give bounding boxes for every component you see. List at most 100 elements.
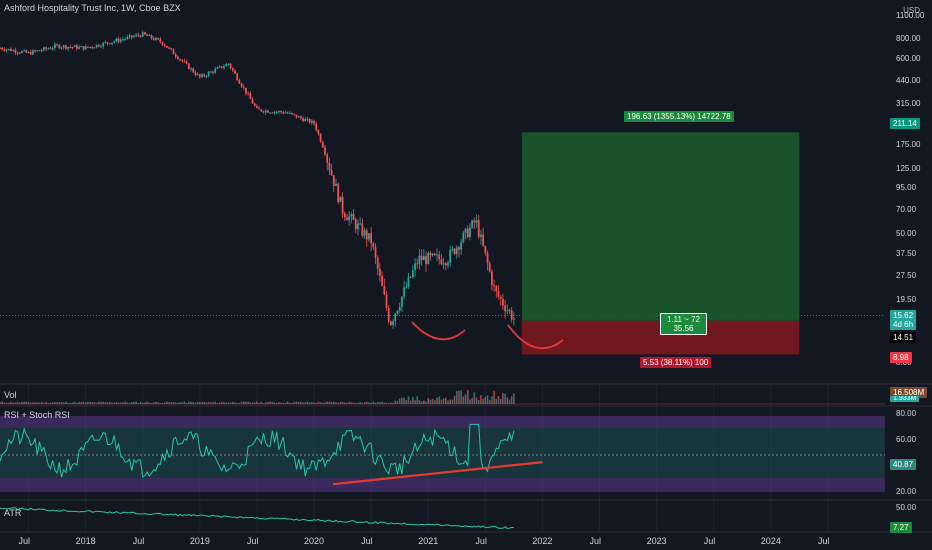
candle-body bbox=[306, 118, 309, 120]
candle-body bbox=[172, 49, 175, 55]
rsi-pane bbox=[0, 423, 543, 486]
candle-body bbox=[100, 46, 102, 48]
candle-body bbox=[258, 108, 261, 110]
rsi-pane-label[interactable]: RSI + Stoch RSI bbox=[4, 410, 70, 420]
rr-qty: 35.56 bbox=[673, 324, 694, 333]
volume-bar bbox=[260, 401, 263, 404]
candle-body bbox=[207, 72, 210, 76]
symbol-title[interactable]: Ashford Hospitality Trust Inc, 1W, Cboe … bbox=[4, 3, 181, 13]
candle-body bbox=[236, 73, 239, 81]
volume-bar bbox=[339, 401, 342, 404]
volume-bar bbox=[152, 402, 155, 404]
stop-label[interactable]: 5.53 (38.11%) 100 bbox=[640, 357, 712, 368]
volume-bar bbox=[381, 401, 383, 404]
candle-body bbox=[409, 276, 412, 278]
volume-bar bbox=[163, 402, 166, 404]
volume-bar bbox=[427, 398, 430, 404]
volume-bar bbox=[486, 395, 489, 404]
currency-label: USD bbox=[903, 6, 920, 15]
candle-body bbox=[95, 44, 98, 48]
candle-body bbox=[295, 114, 298, 118]
candle-body bbox=[400, 296, 403, 308]
volume-bar bbox=[89, 401, 91, 404]
rsi-tick-label: 80.00 bbox=[896, 409, 917, 418]
volume-bar bbox=[234, 402, 236, 404]
volume-bar bbox=[119, 402, 122, 404]
candle-body bbox=[139, 35, 142, 37]
volume-bar bbox=[293, 402, 296, 404]
volume-bar bbox=[357, 402, 359, 404]
volume-bar bbox=[196, 401, 199, 404]
volume-bar bbox=[466, 390, 469, 404]
candle-body bbox=[216, 67, 219, 69]
volume-bar bbox=[317, 401, 320, 404]
target-label[interactable]: 196.63 (1355.13%) 14722.78 bbox=[624, 111, 734, 122]
candle-body bbox=[277, 111, 280, 113]
volume-bar bbox=[135, 401, 137, 404]
volume-bar bbox=[25, 401, 28, 404]
volume-bar bbox=[449, 399, 451, 404]
volume-bar bbox=[256, 401, 258, 404]
candle-body bbox=[185, 61, 188, 64]
volume-bar bbox=[205, 402, 208, 404]
candle-body bbox=[58, 44, 61, 49]
candle-body bbox=[1, 47, 4, 50]
volume-bar bbox=[161, 402, 164, 404]
candle-body bbox=[64, 45, 67, 49]
volume-bar bbox=[14, 402, 17, 404]
volume-bar bbox=[240, 401, 243, 404]
volume-bar bbox=[170, 401, 173, 404]
volume-bar bbox=[453, 396, 456, 404]
candle-body bbox=[198, 74, 201, 78]
volume-bar bbox=[148, 402, 151, 404]
candle-body bbox=[372, 243, 375, 248]
volume-bar bbox=[5, 402, 8, 404]
candle-body bbox=[108, 43, 111, 45]
atr-pane-label[interactable]: ATR bbox=[4, 508, 22, 518]
volume-bar bbox=[242, 401, 245, 404]
volume-bar bbox=[335, 402, 337, 404]
long-position-tool bbox=[521, 132, 800, 355]
candle-body bbox=[225, 64, 228, 67]
candle-body bbox=[286, 112, 289, 114]
candle-body bbox=[62, 45, 65, 48]
candle-body bbox=[45, 47, 48, 49]
candle-body bbox=[458, 247, 460, 250]
volume-bar bbox=[144, 402, 146, 404]
candle-body bbox=[196, 74, 199, 76]
volume-bar bbox=[295, 401, 298, 404]
candle-body bbox=[238, 80, 241, 84]
rr-ratio: 1.11 ~ 72 bbox=[667, 315, 700, 324]
candle-body bbox=[10, 48, 12, 52]
candle-body bbox=[152, 38, 155, 40]
volume-bar bbox=[475, 397, 478, 404]
volume-bar bbox=[190, 401, 192, 404]
volume-bar bbox=[199, 402, 201, 404]
volume-bar bbox=[225, 402, 227, 404]
candle-body bbox=[240, 83, 243, 87]
candle-body bbox=[181, 59, 184, 62]
candle-body bbox=[38, 50, 41, 52]
candle-body bbox=[203, 74, 206, 77]
candle-body bbox=[82, 46, 85, 50]
risk-reward-label[interactable]: 1.11 ~ 72 35.56 bbox=[660, 313, 707, 335]
candle-body bbox=[14, 50, 17, 53]
candle-body bbox=[12, 50, 15, 52]
volume-bar bbox=[166, 401, 168, 404]
candle-body bbox=[449, 249, 452, 263]
candle-body bbox=[56, 44, 58, 46]
time-tick-label: 2020 bbox=[304, 536, 325, 546]
volume-bar bbox=[297, 401, 300, 404]
volume-bar bbox=[352, 402, 355, 404]
candle-body bbox=[5, 49, 8, 51]
candle-body bbox=[389, 321, 392, 325]
vol-pane-label[interactable]: Vol bbox=[4, 390, 17, 400]
volume-bar bbox=[405, 399, 408, 404]
candle-body bbox=[310, 120, 313, 123]
candle-body bbox=[488, 263, 491, 272]
volume-bar bbox=[128, 402, 131, 404]
rsi-overbought-band bbox=[0, 416, 885, 428]
candle-body bbox=[383, 286, 386, 295]
candle-body bbox=[491, 271, 493, 286]
